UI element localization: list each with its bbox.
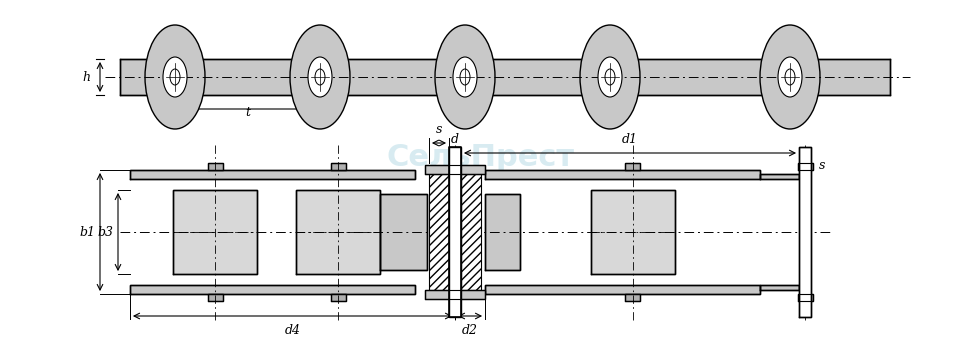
Text: СельПрест: СельПрест — [386, 143, 574, 171]
Polygon shape — [207, 163, 223, 170]
Ellipse shape — [460, 69, 470, 85]
Polygon shape — [425, 290, 485, 299]
Ellipse shape — [145, 25, 205, 129]
Polygon shape — [485, 194, 520, 270]
Polygon shape — [130, 170, 415, 179]
Polygon shape — [760, 174, 799, 179]
Text: d1: d1 — [622, 133, 638, 146]
Ellipse shape — [785, 69, 795, 85]
Polygon shape — [380, 194, 427, 270]
Ellipse shape — [605, 69, 615, 85]
Ellipse shape — [453, 57, 477, 97]
Polygon shape — [625, 294, 640, 301]
Ellipse shape — [315, 69, 325, 85]
Polygon shape — [485, 170, 760, 179]
Text: t: t — [245, 106, 250, 119]
Text: d: d — [451, 133, 459, 146]
Text: d2: d2 — [462, 324, 478, 337]
Ellipse shape — [308, 57, 332, 97]
Polygon shape — [485, 285, 760, 294]
Polygon shape — [130, 285, 415, 294]
Ellipse shape — [170, 69, 180, 85]
Polygon shape — [296, 190, 380, 274]
Polygon shape — [330, 163, 346, 170]
Text: s: s — [436, 123, 443, 136]
Polygon shape — [425, 165, 485, 174]
Ellipse shape — [778, 57, 802, 97]
Ellipse shape — [580, 25, 640, 129]
Text: b1: b1 — [79, 226, 95, 238]
Text: b3: b3 — [97, 226, 113, 238]
Polygon shape — [330, 294, 346, 301]
Ellipse shape — [290, 25, 350, 129]
Polygon shape — [429, 174, 449, 290]
Polygon shape — [798, 294, 812, 301]
Polygon shape — [207, 294, 223, 301]
Ellipse shape — [760, 25, 820, 129]
Text: h: h — [82, 70, 90, 84]
Text: s: s — [819, 159, 826, 171]
Polygon shape — [760, 285, 799, 290]
Polygon shape — [625, 163, 640, 170]
Polygon shape — [799, 147, 811, 317]
Ellipse shape — [163, 57, 187, 97]
Polygon shape — [120, 59, 890, 95]
Text: d4: d4 — [284, 324, 300, 337]
Polygon shape — [590, 190, 675, 274]
Polygon shape — [173, 190, 257, 274]
Polygon shape — [798, 163, 812, 170]
Polygon shape — [449, 147, 461, 317]
Polygon shape — [461, 174, 481, 290]
Ellipse shape — [598, 57, 622, 97]
Ellipse shape — [435, 25, 495, 129]
